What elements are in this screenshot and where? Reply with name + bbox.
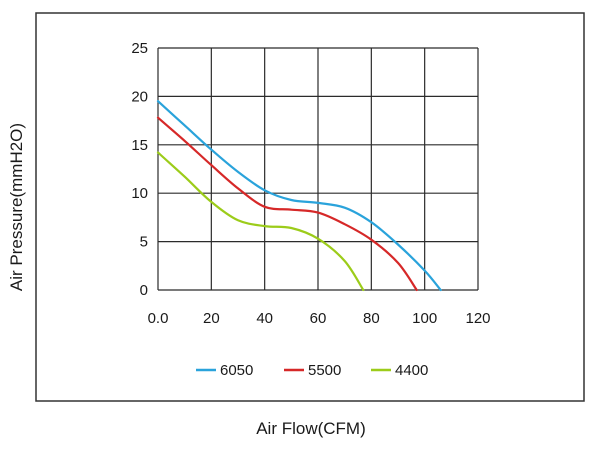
x-tick-label: 40 [256,310,273,327]
y-tick-label: 15 [131,137,148,154]
y-tick-label: 20 [131,88,148,105]
y-tick-label: 5 [140,234,148,251]
series-lines [156,100,442,292]
chart-frame [35,12,585,402]
legend-label: 4400 [395,362,428,379]
x-tick-label: 80 [363,310,380,327]
x-tick-label: 100 [412,310,437,327]
x-tick-label: 20 [203,310,220,327]
y-axis-title: Air Pressure(mmH2O) [7,123,26,291]
y-tick-label: 0 [140,282,148,299]
legend-label: 6050 [220,362,253,379]
x-tick-label: 120 [465,310,490,327]
x-tick-label: 0.0 [148,310,169,327]
y-tick-label: 25 [131,40,148,57]
y-axis-ticks: 0 5 10 15 20 25 [131,40,148,299]
x-tick-label: 60 [310,310,327,327]
series-line-4400 [156,151,365,292]
series-line-6050 [156,100,442,292]
y-tick-label: 10 [131,185,148,202]
series-line-5500 [156,116,418,292]
x-axis-title: Air Flow(CFM) [256,419,366,438]
x-axis-ticks: 0.0 20 40 60 80 100 120 [148,310,491,327]
legend-label: 5500 [308,362,341,379]
plot-grid [157,47,479,291]
legend: 6050 5500 4400 [196,362,428,379]
